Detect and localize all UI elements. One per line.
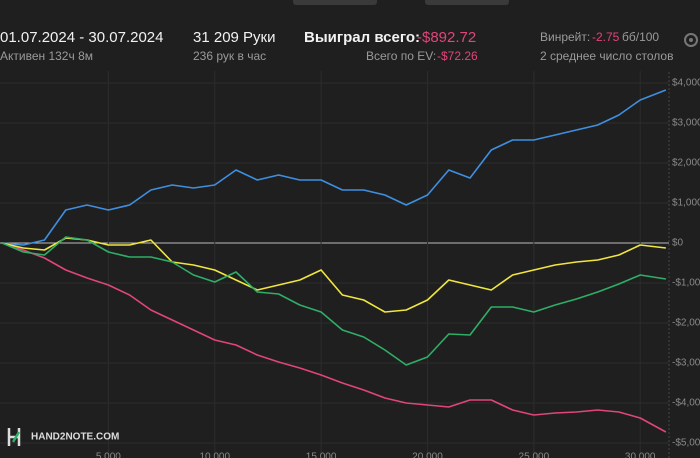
y-tick-label: $4,000: [672, 78, 700, 89]
x-tick-label: 15,000: [306, 452, 337, 458]
y-tick-label: -$5,000: [672, 438, 700, 449]
ev-value: -$72.26: [437, 49, 478, 63]
y-tick-label: -$2,000: [672, 318, 700, 329]
winrate-unit: бб/100: [622, 30, 659, 44]
won-label: Выиграл всего:: [304, 29, 420, 46]
active-time: Активен 132ч 8м: [0, 49, 93, 63]
x-tick-label: 30,000: [625, 452, 656, 458]
y-tick-label: -$1,000: [672, 278, 700, 289]
x-tick-label: 5,000: [96, 452, 121, 458]
hands: 31 209 Руки: [193, 29, 276, 46]
hands-per-hour: 236 рук в час: [193, 49, 266, 63]
x-tick-label: 20,000: [412, 452, 443, 458]
tab[interactable]: [293, 0, 377, 5]
y-tick-label: $3,000: [672, 118, 700, 129]
series-line: [1, 89, 667, 246]
winrate-label: Винрейт:: [540, 30, 590, 44]
ev-label: Всего по EV:: [366, 49, 436, 63]
x-tick-label: 10,000: [199, 452, 230, 458]
tables: 2 среднее число столов: [540, 49, 673, 63]
won-value: -$892.72: [417, 29, 476, 46]
y-tick-label: $0: [672, 238, 684, 249]
y-tick-label: $1,000: [672, 198, 700, 209]
y-tick-label: $2,000: [672, 158, 700, 169]
settings-icon[interactable]: [684, 33, 698, 47]
series-line: [1, 237, 666, 313]
winrate-value: -2.75: [592, 30, 620, 44]
series-line: [1, 236, 667, 366]
date-range: 01.07.2024 - 30.07.2024: [0, 29, 163, 46]
y-tick-label: -$4,000: [672, 398, 700, 409]
series-line: [1, 242, 667, 433]
tab[interactable]: [425, 0, 509, 5]
y-tick-label: -$3,000: [672, 358, 700, 369]
x-tick-label: 25,000: [519, 452, 550, 458]
logo-text: HAND2NOTE.COM: [31, 432, 119, 443]
logo: HAND2NOTE.COM: [7, 428, 119, 446]
